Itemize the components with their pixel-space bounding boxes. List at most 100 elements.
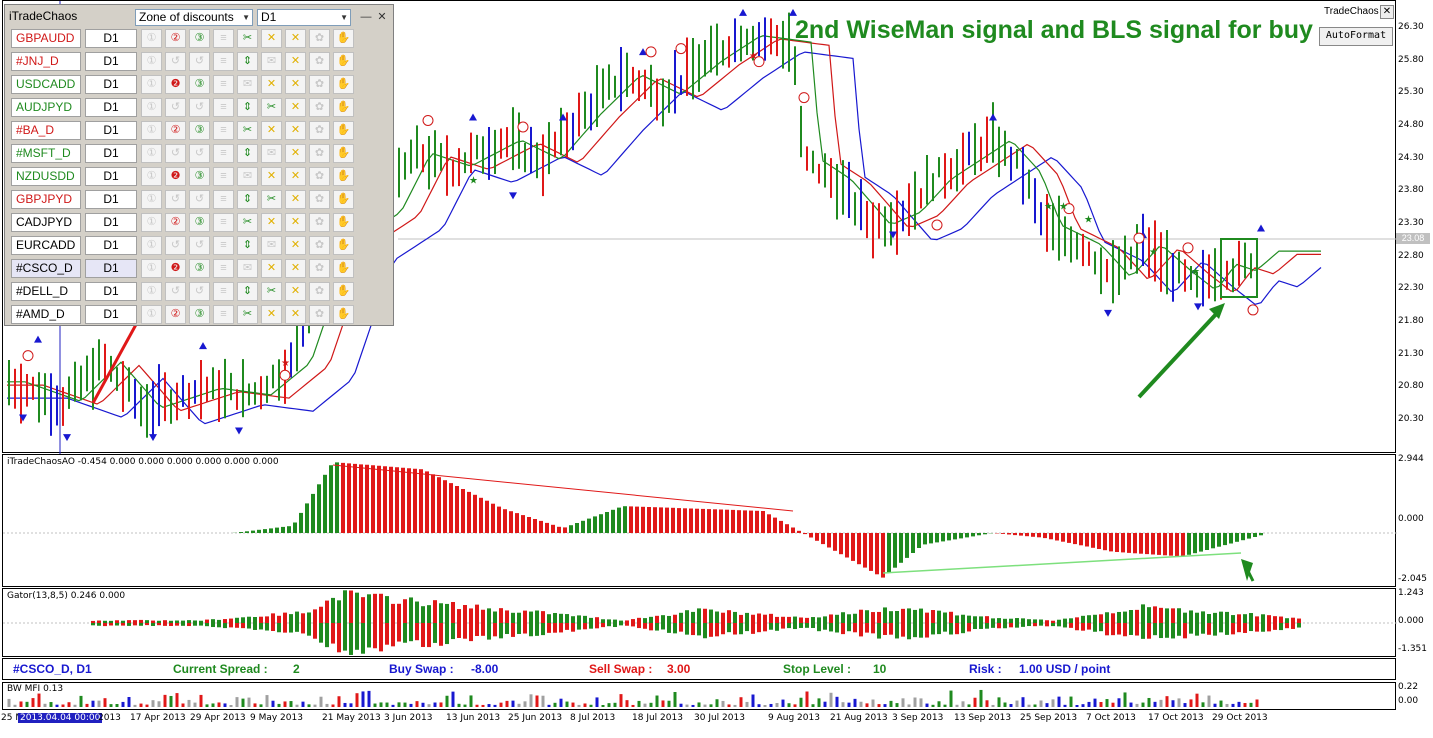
cross-icon[interactable]: ✉ (261, 236, 282, 255)
fractal-icon[interactable]: ⇕ (237, 282, 258, 301)
signal-2-icon[interactable]: ↺ (165, 236, 186, 255)
cross-icon[interactable]: ✕ (285, 305, 306, 324)
fractal-icon[interactable]: ✂ (237, 305, 258, 324)
symbol-name[interactable]: EURCADD (11, 236, 81, 255)
symbol-name[interactable]: USDCADD (11, 75, 81, 94)
signal-3-icon[interactable]: ↺ (189, 282, 210, 301)
cross-icon[interactable]: ✕ (285, 213, 306, 232)
cross-icon[interactable]: ✕ (285, 52, 306, 71)
symbol-name[interactable]: #BA_D (11, 121, 81, 140)
signal-2-icon[interactable]: ↺ (165, 144, 186, 163)
signal-1-icon[interactable]: ① (141, 305, 162, 324)
signal-3-icon[interactable]: ↺ (189, 144, 210, 163)
cross-icon[interactable]: ✕ (285, 259, 306, 278)
cross-icon[interactable]: ✂ (261, 98, 282, 117)
symbol-row[interactable]: #CSCO_D D1 ① ❷ ③ ≡ ✉ ✕ ✕ ✿ ✋ (9, 258, 391, 279)
gear-icon[interactable]: ✿ (309, 190, 330, 209)
gear-icon[interactable]: ✿ (309, 98, 330, 117)
fractal-icon[interactable]: ⇕ (237, 144, 258, 163)
symbol-timeframe[interactable]: D1 (85, 121, 137, 140)
cross-icon[interactable]: ✕ (285, 282, 306, 301)
mfi-pane[interactable]: BW MFI 0.13 (2, 682, 1396, 710)
timeframe-dropdown[interactable]: D1 ▼ (257, 9, 351, 26)
symbol-row[interactable]: #BA_D D1 ① ② ③ ≡ ✂ ✕ ✕ ✿ ✋ (9, 120, 391, 141)
lines-icon[interactable]: ≡ (213, 52, 234, 71)
cross-icon[interactable]: ✕ (285, 236, 306, 255)
minimize-icon[interactable]: — (360, 11, 372, 23)
lines-icon[interactable]: ≡ (213, 167, 234, 186)
gear-icon[interactable]: ✿ (309, 213, 330, 232)
close-icon[interactable]: ✕ (377, 11, 387, 23)
fractal-icon[interactable]: ✉ (237, 75, 258, 94)
fractal-icon[interactable]: ✂ (237, 121, 258, 140)
cross-icon[interactable]: ✕ (285, 121, 306, 140)
hand-icon[interactable]: ✋ (333, 121, 354, 140)
cross-icon[interactable]: ✕ (261, 121, 282, 140)
signal-3-icon[interactable]: ③ (189, 305, 210, 324)
zone-dropdown[interactable]: Zone of discounts ▼ (135, 9, 253, 26)
signal-1-icon[interactable]: ① (141, 213, 162, 232)
symbol-name[interactable]: GBPJPYD (11, 190, 81, 209)
signal-3-icon[interactable]: ③ (189, 75, 210, 94)
symbol-row[interactable]: EURCADD D1 ① ↺ ↺ ≡ ⇕ ✉ ✕ ✿ ✋ (9, 235, 391, 256)
lines-icon[interactable]: ≡ (213, 236, 234, 255)
signal-1-icon[interactable]: ① (141, 167, 162, 186)
hand-icon[interactable]: ✋ (333, 29, 354, 48)
hand-icon[interactable]: ✋ (333, 144, 354, 163)
fractal-icon[interactable]: ⇕ (237, 236, 258, 255)
symbol-name[interactable]: CADJPYD (11, 213, 81, 232)
symbol-row[interactable]: USDCADD D1 ① ❷ ③ ≡ ✉ ✕ ✕ ✿ ✋ (9, 74, 391, 95)
symbol-name[interactable]: #MSFT_D (11, 144, 81, 163)
lines-icon[interactable]: ≡ (213, 144, 234, 163)
fractal-icon[interactable]: ⇕ (237, 52, 258, 71)
symbol-row[interactable]: NZDUSDD D1 ① ❷ ③ ≡ ✉ ✕ ✕ ✿ ✋ (9, 166, 391, 187)
symbol-timeframe[interactable]: D1 (85, 282, 137, 301)
cross-icon[interactable]: ✕ (261, 75, 282, 94)
cross-icon[interactable]: ✕ (261, 213, 282, 232)
symbol-timeframe[interactable]: D1 (85, 167, 137, 186)
signal-3-icon[interactable]: ↺ (189, 236, 210, 255)
autoformat-button[interactable]: AutoFormat (1319, 27, 1393, 46)
fractal-icon[interactable]: ✉ (237, 259, 258, 278)
lines-icon[interactable]: ≡ (213, 121, 234, 140)
fractal-icon[interactable]: ⇕ (237, 98, 258, 117)
signal-2-icon[interactable]: ↺ (165, 282, 186, 301)
hand-icon[interactable]: ✋ (333, 52, 354, 71)
cross-icon[interactable]: ✕ (285, 29, 306, 48)
symbol-timeframe[interactable]: D1 (85, 98, 137, 117)
hand-icon[interactable]: ✋ (333, 282, 354, 301)
cross-icon[interactable]: ✂ (261, 282, 282, 301)
symbol-row[interactable]: #DELL_D D1 ① ↺ ↺ ≡ ⇕ ✂ ✕ ✿ ✋ (9, 281, 391, 302)
signal-2-icon[interactable]: ② (165, 305, 186, 324)
hand-icon[interactable]: ✋ (333, 167, 354, 186)
fractal-icon[interactable]: ✂ (237, 213, 258, 232)
hand-icon[interactable]: ✋ (333, 213, 354, 232)
signal-2-icon[interactable]: ↺ (165, 52, 186, 71)
symbol-name[interactable]: #AMD_D (11, 305, 81, 324)
symbol-timeframe[interactable]: D1 (85, 190, 137, 209)
signal-3-icon[interactable]: ③ (189, 259, 210, 278)
symbol-timeframe[interactable]: D1 (85, 29, 137, 48)
hand-icon[interactable]: ✋ (333, 98, 354, 117)
cross-icon[interactable]: ✕ (285, 75, 306, 94)
signal-2-icon[interactable]: ↺ (165, 98, 186, 117)
signal-2-icon[interactable]: ❷ (165, 167, 186, 186)
symbol-row[interactable]: #MSFT_D D1 ① ↺ ↺ ≡ ⇕ ✉ ✕ ✿ ✋ (9, 143, 391, 164)
cross-icon[interactable]: ✕ (261, 259, 282, 278)
symbol-name[interactable]: GBPAUDD (11, 29, 81, 48)
cross-icon[interactable]: ✕ (261, 29, 282, 48)
signal-3-icon[interactable]: ↺ (189, 190, 210, 209)
lines-icon[interactable]: ≡ (213, 213, 234, 232)
symbol-row[interactable]: #AMD_D D1 ① ② ③ ≡ ✂ ✕ ✕ ✿ ✋ (9, 304, 391, 325)
lines-icon[interactable]: ≡ (213, 305, 234, 324)
fractal-icon[interactable]: ✂ (237, 29, 258, 48)
symbol-timeframe[interactable]: D1 (85, 52, 137, 71)
lines-icon[interactable]: ≡ (213, 282, 234, 301)
gear-icon[interactable]: ✿ (309, 282, 330, 301)
lines-icon[interactable]: ≡ (213, 190, 234, 209)
gear-icon[interactable]: ✿ (309, 29, 330, 48)
symbol-timeframe[interactable]: D1 (85, 236, 137, 255)
symbol-row[interactable]: AUDJPYD D1 ① ↺ ↺ ≡ ⇕ ✂ ✕ ✿ ✋ (9, 97, 391, 118)
signal-1-icon[interactable]: ① (141, 259, 162, 278)
fractal-icon[interactable]: ✉ (237, 167, 258, 186)
